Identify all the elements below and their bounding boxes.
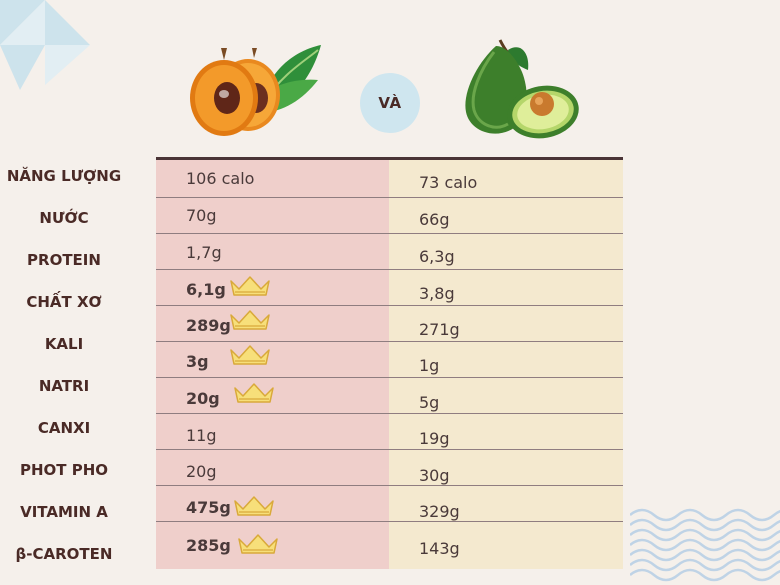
vs-badge: VÀ [360,73,420,133]
row-label: PHOT PHO [19,461,109,479]
loquat-value: 6,1g [186,280,226,299]
avocado-value: 6,3g [419,247,455,266]
avocado-value: 143g [419,539,460,558]
crown-icon [238,534,278,554]
row-divider [156,233,623,234]
crown-icon [230,276,270,296]
crown-icon [230,345,270,365]
loquat-value: 3g [186,352,209,371]
loquat-value: 20g [186,389,220,408]
row-label: β-CAROTEN [15,545,113,563]
row-label: CANXI [37,419,91,437]
avocado-column [389,157,623,569]
row-divider [156,413,623,414]
wave-pattern-decoration [630,508,780,582]
loquat-icon [190,45,321,136]
loquat-value: 70g [186,206,217,225]
crown-icon [234,496,274,516]
avocado-value: 271g [419,320,460,339]
loquat-value: 20g [186,462,217,481]
triangle-pattern-decoration [0,0,90,90]
loquat-column [156,157,389,569]
row-divider [156,485,623,486]
row-divider [156,449,623,450]
loquat-value: 285g [186,536,231,555]
crown-icon [230,310,270,330]
avocado-value: 5g [419,393,440,412]
avocado-value: 73 calo [419,173,478,192]
avocado-value: 1g [419,356,440,375]
row-divider [156,377,623,378]
loquat-value: 1,7g [186,243,222,262]
avocado-value: 3,8g [419,284,455,303]
row-divider [156,269,623,270]
row-divider [156,341,623,342]
loquat-value: 289g [186,316,231,335]
row-label: CHẤT XƠ [26,293,102,311]
loquat-value: 475g [186,498,231,517]
row-label: PROTEIN [27,251,101,269]
row-label: NATRI [38,377,90,395]
loquat-value: 11g [186,426,217,445]
row-label: NĂNG LƯỢNG [6,167,122,185]
row-divider [156,305,623,306]
row-label: VITAMIN A [20,503,108,521]
row-divider [156,197,623,198]
avocado-value: 66g [419,210,450,229]
avocado-value: 30g [419,466,450,485]
avocado-icon [465,39,579,139]
nutrition-comparison-table [156,157,623,569]
table-top-rule [156,157,623,160]
crown-icon [234,383,274,403]
row-label: KALI [44,335,84,353]
avocado-value: 19g [419,429,450,448]
row-divider [156,521,623,522]
row-label: NƯỚC [39,209,89,227]
loquat-value: 106 calo [186,169,255,188]
avocado-value: 329g [419,502,460,521]
